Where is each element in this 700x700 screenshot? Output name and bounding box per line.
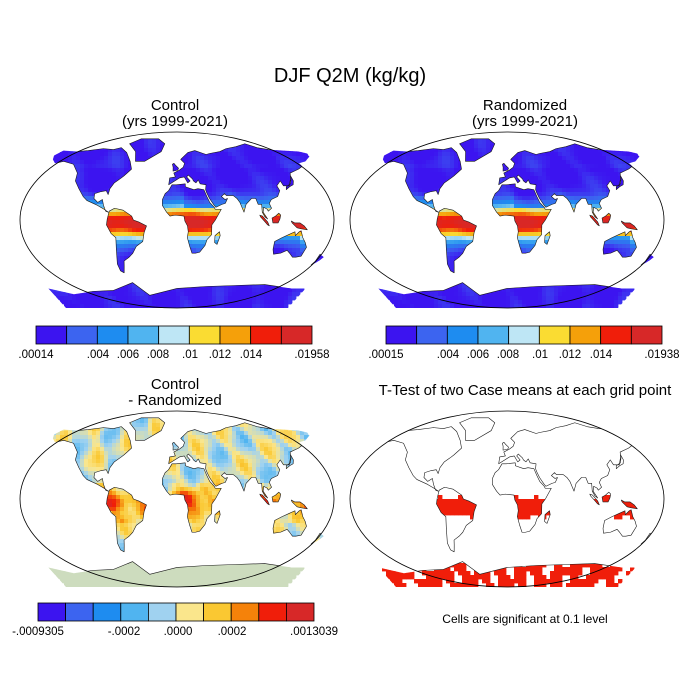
panel-title-control-line1: Control bbox=[150, 97, 200, 114]
colorbar-tick-label: .014 bbox=[240, 349, 263, 361]
colorbar-swatch bbox=[477, 325, 510, 345]
colorbar-tick-label: .008 bbox=[147, 349, 169, 361]
colorbar-swatch bbox=[96, 325, 129, 345]
colorbar-swatch bbox=[158, 325, 190, 345]
colorbar-tick-label: .012 bbox=[559, 349, 581, 361]
colorbar-swatch bbox=[446, 325, 479, 345]
colorbar-control: .00014 .004 .006 .008 .01 .012 .014 .01958 bbox=[18, 325, 330, 361]
colorbar-tick-label: -.0009305 bbox=[12, 626, 64, 638]
colorbar-swatch bbox=[188, 325, 221, 345]
colorbar-tick-label: -.0002 bbox=[108, 626, 141, 638]
colorbar-tick-label: .004 bbox=[87, 349, 110, 361]
colorbar-swatch bbox=[65, 602, 94, 622]
colorbar-swatch bbox=[258, 602, 287, 622]
panel-title-ttest: T-Test of two Case means at each grid po… bbox=[378, 382, 672, 399]
colorbar-randomized: .00015 .004 .006 .008 .01 .012 .014 .01938 bbox=[368, 325, 680, 361]
map-randomized bbox=[349, 131, 665, 309]
colorbar-tick-label: .012 bbox=[209, 349, 231, 361]
colorbar-swatch bbox=[37, 602, 67, 622]
figure-title: DJF Q2M (kg/kg) bbox=[273, 65, 427, 87]
panel-title-randomized-line1: Randomized bbox=[482, 97, 568, 114]
colorbar-tick-label: .004 bbox=[437, 349, 460, 361]
colorbar-swatch bbox=[92, 602, 122, 622]
colorbar-tick-label: .0000 bbox=[164, 626, 193, 638]
colorbar-swatch bbox=[66, 325, 98, 345]
colorbar-swatch bbox=[285, 602, 315, 622]
panel-title-randomized-line2: (yrs 1999-2021) bbox=[472, 113, 578, 130]
map-difference bbox=[19, 410, 335, 588]
colorbar-swatch bbox=[120, 602, 149, 622]
map-control bbox=[19, 131, 335, 309]
map-ttest bbox=[349, 410, 665, 588]
panel-title-difference-line2: - Randomized bbox=[128, 392, 222, 409]
panel-title-difference-line1: Control bbox=[150, 376, 200, 393]
colorbar-tick-label: .008 bbox=[497, 349, 519, 361]
colorbar-tick-label: .006 bbox=[117, 349, 139, 361]
colorbar-tick-label: .00014 bbox=[18, 349, 54, 361]
colorbar-swatch bbox=[127, 325, 160, 345]
colorbar-tick-label: .0013039 bbox=[290, 626, 338, 638]
colorbar-swatch bbox=[280, 325, 313, 345]
colorbar-tick-label: .0002 bbox=[218, 626, 247, 638]
colorbar-swatch bbox=[35, 325, 68, 345]
colorbar-swatch bbox=[203, 602, 232, 622]
colorbar-swatch bbox=[600, 325, 632, 345]
colorbar-swatch bbox=[219, 325, 252, 345]
colorbar-swatch bbox=[538, 325, 571, 345]
colorbar-swatch bbox=[175, 602, 205, 622]
colorbar-swatch bbox=[508, 325, 540, 345]
colorbar-swatch bbox=[147, 602, 177, 622]
colorbar-tick-label: .01 bbox=[182, 349, 198, 361]
colorbar-swatch bbox=[630, 325, 663, 345]
colorbar-tick-label: .006 bbox=[467, 349, 489, 361]
colorbar-swatch bbox=[416, 325, 448, 345]
panel-title-control-line2: (yrs 1999-2021) bbox=[122, 113, 228, 130]
colorbar-difference: -.0009305 -.0002 .0000 .0002 .0013039 bbox=[12, 602, 338, 638]
significance-footnote: Cells are significant at 0.1 level bbox=[442, 612, 608, 626]
colorbar-tick-label: .01 bbox=[532, 349, 548, 361]
colorbar-tick-label: .00015 bbox=[368, 349, 403, 361]
colorbar-tick-label: .01938 bbox=[644, 349, 679, 361]
colorbar-swatch bbox=[385, 325, 418, 345]
colorbar-swatch bbox=[250, 325, 282, 345]
colorbar-tick-label: .01958 bbox=[294, 349, 329, 361]
colorbar-swatch bbox=[569, 325, 602, 345]
colorbar-tick-label: .014 bbox=[590, 349, 613, 361]
colorbar-swatch bbox=[230, 602, 260, 622]
